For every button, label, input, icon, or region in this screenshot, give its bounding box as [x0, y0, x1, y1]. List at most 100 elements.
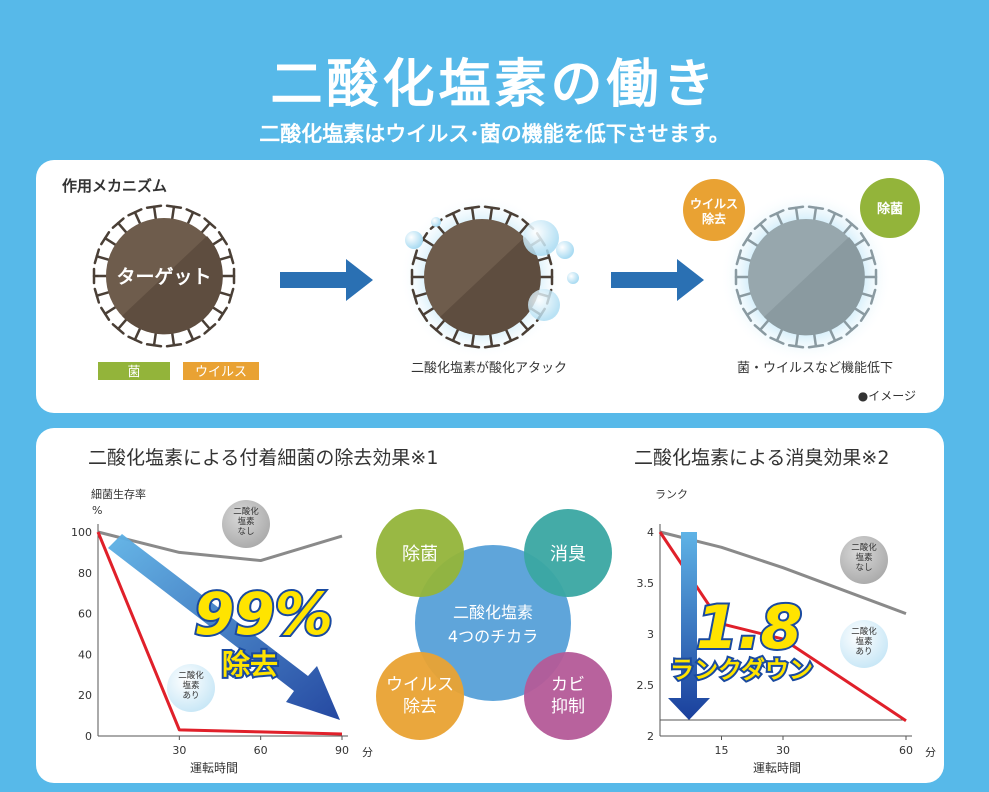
odor-chart-xlabel: 運転時間: [753, 761, 801, 775]
y-tick-label: 20: [78, 689, 92, 702]
spike: [413, 256, 430, 263]
spike: [421, 306, 437, 317]
spike-tip: [742, 232, 753, 247]
spike-tip: [429, 324, 443, 336]
spike: [133, 211, 142, 227]
spike-tip: [503, 209, 519, 218]
spike-tip: [807, 205, 825, 210]
spike-tip: [845, 324, 859, 336]
bacteria-chart-title: 二酸化塩素による付着細菌の除去効果※1: [88, 447, 438, 469]
x-tick-label: 15: [715, 744, 729, 757]
spike-tip: [753, 324, 767, 336]
spike-tip: [165, 343, 183, 348]
spike: [794, 331, 800, 348]
spike-tip: [869, 249, 877, 266]
spike: [745, 237, 761, 248]
mechanism-heading: 作用メカニズム: [62, 177, 167, 195]
y-tick-label: 3: [647, 628, 654, 641]
spike: [413, 291, 430, 298]
four-powers-center: 二酸化塩素 4つのチカラ: [448, 603, 538, 646]
spike-tip: [418, 307, 429, 322]
spike-tip: [203, 217, 217, 229]
spike: [103, 236, 119, 247]
bacteria-chart-yunit: %: [92, 504, 102, 517]
spike-tip: [127, 208, 143, 217]
spike: [745, 306, 761, 317]
spike-tip: [769, 336, 785, 345]
x-tick-label: 30: [776, 744, 790, 757]
spike-tip: [787, 344, 805, 349]
spike-tip: [93, 287, 101, 304]
weakened-germ: [720, 191, 892, 363]
spike-tip: [445, 209, 461, 218]
odor-callout-sub: ランクダウン: [670, 656, 813, 684]
odor-label-with: 二酸化塩素あり: [851, 626, 877, 657]
bacteria-callout-sub: 除去: [222, 648, 278, 681]
spike-tip: [111, 323, 125, 335]
legend-bacteria: 菌: [127, 365, 140, 380]
spike-tip: [735, 288, 743, 305]
spike-tip: [742, 307, 753, 322]
badge-virus-removal: [683, 179, 745, 241]
spike: [737, 291, 754, 298]
spike-tip: [869, 288, 877, 305]
odor-chart-ylabel: ランク: [655, 488, 688, 501]
spike-tip: [827, 336, 843, 345]
spike-tip: [859, 307, 870, 322]
spike: [737, 256, 754, 263]
spike-tip: [227, 248, 235, 265]
rank-down-arrow-icon: [668, 532, 710, 720]
x-tick-label: 60: [899, 744, 913, 757]
y-tick-label: 3.5: [637, 577, 655, 590]
bacteria-chart-xticks: 30 60 90: [172, 736, 349, 757]
spike-tip: [503, 336, 519, 345]
spike-tip: [145, 343, 163, 348]
badge-sterilize-label: 除菌: [877, 201, 903, 217]
spike-tip: [411, 249, 419, 266]
legend-virus-swatch: [183, 362, 259, 380]
page-subtitle: 二酸化塩素はウイルス･菌の機能を低下させます。: [259, 122, 730, 146]
y-tick-label: 100: [71, 526, 92, 539]
page-title: 二酸化塩素の働き: [270, 55, 719, 115]
bacteria-chart-xunit: 分: [362, 746, 373, 759]
power-virus-removal: ウイルス除去: [386, 675, 454, 717]
y-tick-label: 4: [647, 526, 654, 539]
spike: [841, 222, 854, 236]
spike: [775, 326, 784, 342]
spike-tip: [483, 205, 501, 210]
spike: [434, 318, 447, 332]
spike-tip: [753, 218, 767, 230]
spike-tip: [807, 344, 825, 349]
spike-tip: [463, 205, 481, 210]
spike-tip: [769, 209, 785, 218]
mechanism-panel: 作用メカニズム ターゲット 菌 ウイルス 二酸化塩素が酸化アタック: [36, 160, 944, 413]
spike: [504, 212, 513, 228]
spike: [103, 305, 119, 316]
legend-bacteria-swatch: [98, 362, 170, 380]
spike-tip: [217, 231, 228, 246]
spike-tip: [827, 209, 843, 218]
odor-label-without: 二酸化塩素なし: [851, 542, 877, 573]
spike-tip: [217, 306, 228, 321]
target-label: ターゲット: [116, 266, 211, 288]
spike-tip: [111, 217, 125, 229]
bacteria-label-without: 二酸化塩素なし: [233, 506, 259, 537]
spike: [133, 325, 142, 341]
y-tick-label: 60: [78, 608, 92, 621]
spike-tip: [735, 249, 743, 266]
spike: [152, 205, 158, 222]
power-sterilize: 除菌: [402, 544, 438, 565]
odor-label-with-ball: [840, 620, 888, 668]
y-tick-label: 2: [647, 730, 654, 743]
spike-tip: [483, 344, 501, 349]
bacteria-label-without-ball: [222, 500, 270, 548]
spike: [170, 205, 176, 222]
odor-chart-xticks: 15 30 60: [715, 736, 913, 757]
spike: [794, 206, 800, 223]
spike: [451, 326, 460, 342]
arrow-right-icon: [611, 259, 704, 301]
step2-caption: 二酸化塩素が酸化アタック: [411, 361, 567, 376]
spike: [775, 212, 784, 228]
spike-tip: [787, 205, 805, 210]
spike: [470, 206, 476, 223]
